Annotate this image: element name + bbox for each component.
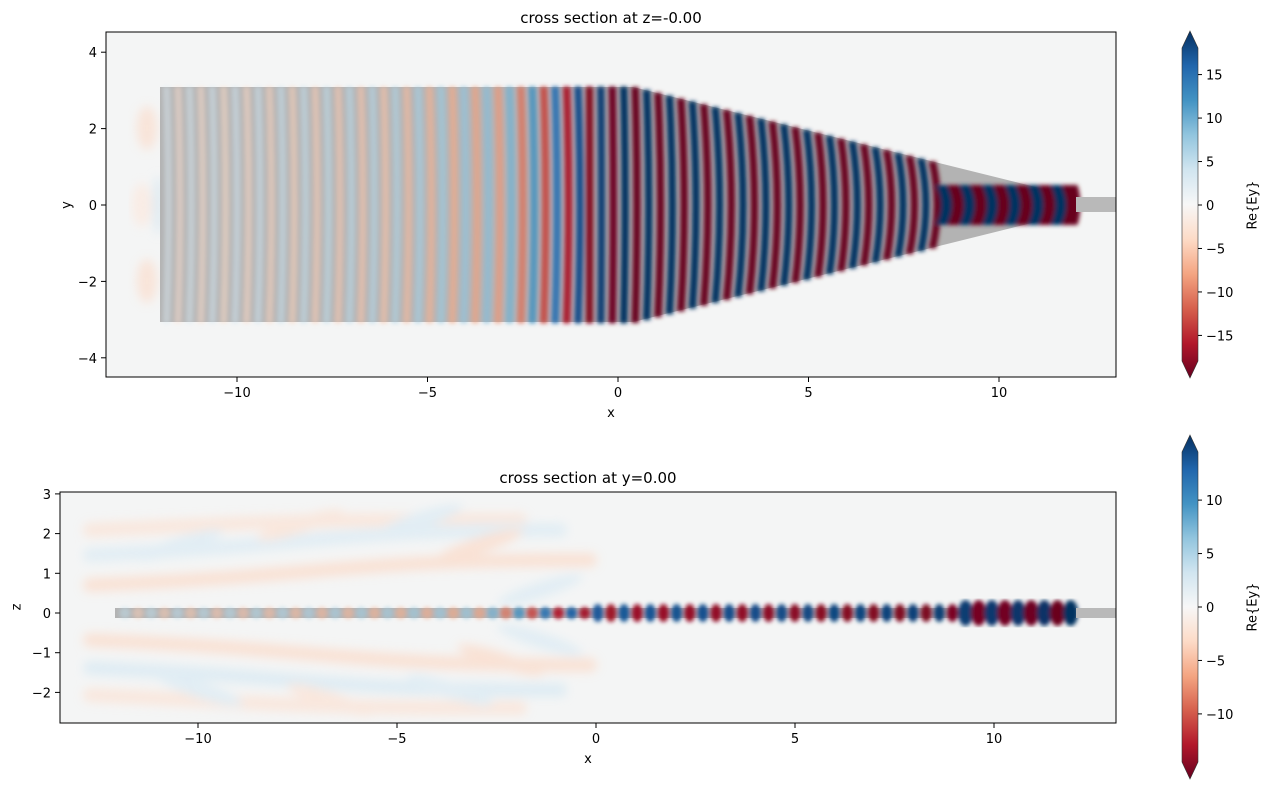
radiation-lobes: [83, 504, 597, 716]
y-tick-label: −2: [78, 275, 97, 290]
top-plot-title: cross section at z=-0.00: [520, 9, 702, 27]
y-tick-label: −1: [32, 647, 51, 662]
y-tick-label: −2: [32, 686, 51, 701]
colorbar-tick-label: 5: [1206, 156, 1214, 171]
y-tick-label: 4: [89, 46, 97, 61]
top-y-axis: 4 2 0 −2 −4: [78, 46, 106, 367]
bottom-colorbar: 10 5 0 −5 −10 Re{Ey}: [1181, 434, 1261, 780]
colorbar-tick-label: 10: [1206, 494, 1223, 509]
y-tick-label: 1: [43, 567, 51, 582]
colorbar-tick-label: 5: [1206, 548, 1214, 563]
colorbar-tick-label: 10: [1206, 112, 1223, 127]
output-waveguide: [1076, 197, 1116, 212]
x-tick-label: 0: [614, 386, 622, 401]
y-tick-label: 2: [89, 123, 97, 138]
y-tick-label: −4: [78, 352, 97, 367]
bottom-plot-frame: [59, 491, 1117, 724]
bottom-y-axis: 3 2 1 0 −1 −2: [32, 488, 60, 701]
bottom-plot: cross section at y=0.00 −10 −5 0 5 10 3210−1…: [10, 434, 1261, 780]
colorbar-tick-label: −5: [1206, 654, 1225, 669]
x-tick-label: 10: [991, 386, 1008, 401]
colorbar-tick-label: −10: [1206, 708, 1233, 723]
y-tick-label: 3: [43, 488, 51, 503]
x-tick-label: −5: [418, 386, 437, 401]
colorbar-tick-label: −10: [1206, 286, 1233, 301]
top-y-axis-label: y: [60, 201, 75, 209]
bottom-x-axis: −10 −5 0 5 10: [184, 723, 1002, 747]
colorbar-tick-label: −15: [1206, 329, 1233, 344]
bottom-field-lobes: [119, 600, 1079, 626]
y-tick-label: 0: [43, 607, 51, 622]
top-colorbar-label: Re{Ey}: [1246, 181, 1261, 230]
bottom-output-waveguide: [1076, 608, 1116, 618]
bottom-plot-title: cross section at y=0.00: [499, 469, 676, 487]
colorbar-tick-label: 0: [1206, 199, 1214, 214]
y-tick-label: 2: [43, 528, 51, 543]
x-tick-label: 5: [791, 732, 799, 747]
top-plot-field: [106, 32, 1116, 377]
top-colorbar: 15 10 5 0 −5 −10 −15 Re{Ey}: [1181, 30, 1261, 379]
y-tick-label: 0: [89, 199, 97, 214]
top-x-axis: −10 −5 0 5 10: [223, 377, 1007, 401]
colorbar-tick-label: 15: [1206, 69, 1223, 84]
top-x-axis-label: x: [607, 406, 615, 421]
top-field-stripes: [162, 86, 1081, 324]
x-tick-label: −10: [223, 386, 250, 401]
x-tick-label: 10: [986, 732, 1003, 747]
bottom-plot-field: [60, 492, 1116, 723]
top-plot: cross section at z=-0.00 −10 −5 0 5 10 4 2 0 −2…: [60, 9, 1261, 421]
x-tick-label: 5: [804, 386, 812, 401]
colorbar-tick-label: 0: [1206, 601, 1214, 616]
bottom-x-axis-label: x: [584, 752, 592, 767]
x-tick-label: −10: [184, 732, 211, 747]
x-tick-label: −5: [387, 732, 406, 747]
x-tick-label: 0: [592, 732, 600, 747]
bottom-y-axis-label: z: [10, 603, 25, 610]
bottom-colorbar-label: Re{Ey}: [1246, 583, 1261, 632]
colorbar-tick-label: −5: [1206, 242, 1225, 257]
